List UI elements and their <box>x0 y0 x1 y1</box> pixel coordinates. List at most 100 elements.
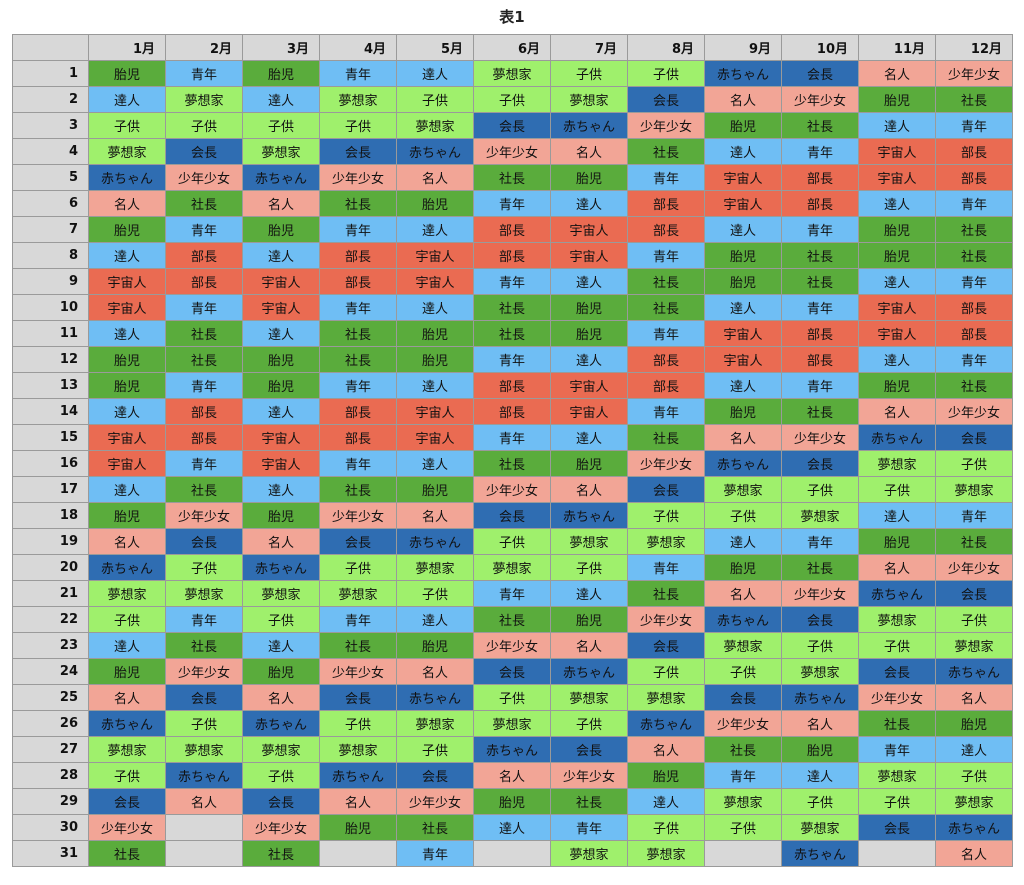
table-cell: 達人 <box>859 113 936 139</box>
table-cell: 子供 <box>782 789 859 815</box>
table-cell: 胎児 <box>859 243 936 269</box>
table-cell: 社長 <box>474 451 551 477</box>
table-cell: 胎児 <box>243 61 320 87</box>
table-cell: 社長 <box>628 139 705 165</box>
table-cell: 夢想家 <box>243 737 320 763</box>
table-cell: 夢想家 <box>859 607 936 633</box>
table-cell: 会長 <box>397 763 474 789</box>
table-cell: 胎児 <box>936 711 1013 737</box>
table-cell: 少年少女 <box>166 165 243 191</box>
table-cell: 子供 <box>89 607 166 633</box>
table-cell: 名人 <box>243 191 320 217</box>
table-cell: 社長 <box>628 425 705 451</box>
table-cell: 会長 <box>859 659 936 685</box>
table-cell: 胎児 <box>551 607 628 633</box>
table-cell: 名人 <box>474 763 551 789</box>
table-cell: 達人 <box>705 373 782 399</box>
table-cell: 達人 <box>474 815 551 841</box>
table-cell: 胎児 <box>705 399 782 425</box>
table-cell: 青年 <box>936 503 1013 529</box>
table-cell: 青年 <box>320 61 397 87</box>
table-cell: 宇宙人 <box>243 295 320 321</box>
table-cell: 部長 <box>474 399 551 425</box>
table-cell: 子供 <box>782 477 859 503</box>
table-cell: 達人 <box>782 763 859 789</box>
table-cell: 部長 <box>936 295 1013 321</box>
table-cell: 少年少女 <box>628 451 705 477</box>
row-header: 17 <box>13 477 89 503</box>
table-cell: 子供 <box>859 789 936 815</box>
table-cell: 夢想家 <box>320 737 397 763</box>
table-cell: 少年少女 <box>320 659 397 685</box>
row-header: 9 <box>13 269 89 295</box>
row-header: 30 <box>13 815 89 841</box>
table-cell: 青年 <box>551 815 628 841</box>
table-cell: 胎児 <box>859 217 936 243</box>
table-cell: 青年 <box>474 347 551 373</box>
table-cell: 達人 <box>859 503 936 529</box>
table-cell: 子供 <box>320 711 397 737</box>
column-header: 4月 <box>320 35 397 61</box>
table-cell: 宇宙人 <box>859 321 936 347</box>
table-cell: 夢想家 <box>89 581 166 607</box>
table-cell: 会長 <box>89 789 166 815</box>
table-cell: 会長 <box>166 139 243 165</box>
table-cell: 達人 <box>705 217 782 243</box>
table-cell: 夢想家 <box>705 477 782 503</box>
table-cell: 夢想家 <box>243 139 320 165</box>
table-cell: 少年少女 <box>628 607 705 633</box>
table-cell: 青年 <box>628 555 705 581</box>
table-cell: 子供 <box>89 113 166 139</box>
table-cell: 達人 <box>936 737 1013 763</box>
table-cell: 達人 <box>397 451 474 477</box>
table-cell: 赤ちゃん <box>474 737 551 763</box>
table-cell: 会長 <box>628 477 705 503</box>
corner-cell <box>13 35 89 61</box>
table-cell: 社長 <box>397 815 474 841</box>
table-cell: 赤ちゃん <box>859 425 936 451</box>
table-cell: 夢想家 <box>474 711 551 737</box>
table-cell: 少年少女 <box>474 139 551 165</box>
table-cell: 宇宙人 <box>705 347 782 373</box>
row-header: 22 <box>13 607 89 633</box>
table-cell: 子供 <box>936 607 1013 633</box>
table-cell: 達人 <box>628 789 705 815</box>
table-cell: 名人 <box>397 659 474 685</box>
table-cell: 胎児 <box>859 87 936 113</box>
table-cell: 社長 <box>320 347 397 373</box>
column-header: 5月 <box>397 35 474 61</box>
table-cell: 達人 <box>243 243 320 269</box>
table-cell: 子供 <box>89 763 166 789</box>
row-header: 3 <box>13 113 89 139</box>
table-cell: 宇宙人 <box>397 243 474 269</box>
table-cell: 名人 <box>859 555 936 581</box>
row-header: 8 <box>13 243 89 269</box>
table-cell: 会長 <box>166 529 243 555</box>
table-cell: 名人 <box>397 165 474 191</box>
table-cell: 社長 <box>936 529 1013 555</box>
table-cell: 宇宙人 <box>243 269 320 295</box>
table-cell: 少年少女 <box>397 789 474 815</box>
table-cell: 社長 <box>936 87 1013 113</box>
table-cell: 夢想家 <box>397 711 474 737</box>
table-cell: 胎児 <box>397 633 474 659</box>
table-cell: 青年 <box>166 451 243 477</box>
table-cell: 達人 <box>89 399 166 425</box>
table-cell: 社長 <box>628 269 705 295</box>
table-cell: 夢想家 <box>628 841 705 867</box>
table-cell: 部長 <box>166 269 243 295</box>
table-cell: 名人 <box>166 789 243 815</box>
table-cell: 達人 <box>705 295 782 321</box>
table-cell: 達人 <box>89 477 166 503</box>
table-cell: 夢想家 <box>551 529 628 555</box>
table-cell: 青年 <box>320 295 397 321</box>
table-cell: 会長 <box>243 789 320 815</box>
table-cell: 少年少女 <box>166 503 243 529</box>
table-cell: 達人 <box>397 295 474 321</box>
table-cell: 会長 <box>474 503 551 529</box>
table-cell: 会長 <box>628 87 705 113</box>
table-cell: 達人 <box>243 321 320 347</box>
table-cell: 夢想家 <box>89 139 166 165</box>
table-cell: 達人 <box>551 425 628 451</box>
